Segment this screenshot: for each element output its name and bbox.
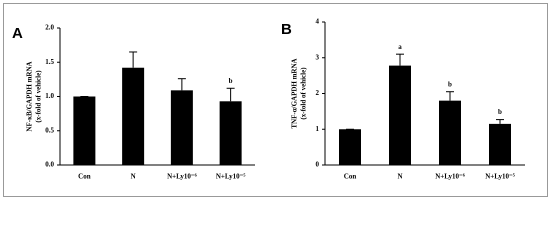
x-tick-label: Con [78,173,91,181]
bar [389,65,411,165]
significance-label: b [229,77,233,85]
y-tick-label: 4 [316,18,320,26]
y-tick-label: 1.5 [45,58,54,66]
bar [73,96,96,165]
y-tick-label: 1.0 [45,92,54,100]
y-tick-label: 2.0 [45,24,54,32]
y-axis-label: NF-κB/GAPDH mRNA [26,61,34,131]
significance-label: a [398,43,402,51]
y-tick-label: 3 [316,53,320,61]
y-axis-label: TNF-α/GAPDH mRNA [291,58,299,128]
y-tick-label: 0 [316,161,320,169]
x-tick-label: N+Ly10⁻⁵ [216,173,246,181]
bar [489,123,511,165]
y-axis-label: (x-fold of vehicle) [300,67,308,120]
panel-label: A [12,25,23,42]
x-tick-label: N+Ly10⁻⁶ [435,173,465,181]
x-tick-label: N [397,173,402,181]
x-tick-label: N [131,173,136,181]
panel-label: B [281,21,292,38]
frame [3,3,548,197]
bar [219,101,242,165]
page: A 0.0 0.5 1.0 1.5 2.0 NF-κB/GAPDH mRNA (x-fold … [3,3,548,197]
x-tick-label: N+Ly10⁻⁵ [485,173,515,181]
y-tick-label: 0.0 [45,161,54,169]
y-tick-label: 1 [316,125,320,133]
x-tick-label: Con [344,173,357,181]
y-tick-label: 2 [316,89,320,97]
y-axis-label: (x-fold of vehicle) [35,70,43,123]
bar [439,100,461,165]
significance-label: b [448,80,452,88]
figure: A0.00.51.01.52.0NF-κB/GAPDH mRNA (x-fold … [3,3,548,197]
bar [339,129,361,165]
significance-label: b [498,108,502,116]
y-tick-label: 0.5 [45,126,54,134]
bar [122,67,145,165]
x-tick-label: N+Ly10⁻⁶ [167,173,197,181]
bar [170,90,193,165]
